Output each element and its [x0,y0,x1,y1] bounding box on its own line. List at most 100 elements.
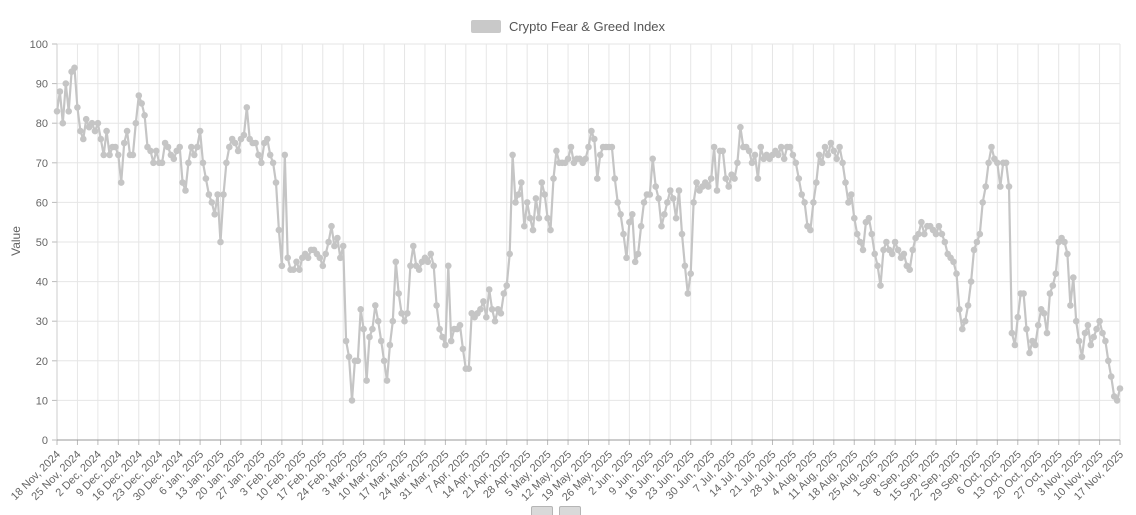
data-point-marker [53,108,61,115]
data-point-marker [196,127,204,135]
data-point-marker [521,222,528,230]
chart-legend[interactable]: Crypto Fear & Greed Index [0,19,1136,34]
y-tick-label: 30 [36,316,48,328]
data-point-marker [512,199,519,206]
data-point-marker [80,135,87,143]
data-point-marker [1052,270,1060,278]
data-point-marker [950,258,957,266]
data-point-marker [529,226,537,234]
data-point-marker [319,262,327,270]
data-point-marker [623,254,630,262]
data-point-marker [1084,321,1092,329]
data-point-marker [888,250,896,258]
data-point-marker [447,337,455,345]
data-point-marker [675,187,683,194]
data-point-marker [611,175,619,182]
data-point-marker [205,191,213,198]
data-point-marker [185,159,192,167]
data-point-marker [410,242,417,250]
data-point-marker [129,151,137,159]
data-point-marker [678,230,686,238]
data-point-marker [745,147,753,155]
data-point-marker [532,195,540,202]
data-point-marker [377,337,385,345]
data-point-marker [106,151,113,159]
data-point-marker [1046,290,1054,297]
data-point-marker [596,151,604,159]
data-point-marker [214,191,221,198]
data-point-marker [1040,310,1048,317]
data-point-marker [710,143,718,151]
data-point-marker [988,143,995,151]
data-point-marker [538,179,546,186]
data-point-marker [293,258,300,266]
y-tick-label: 40 [36,277,48,289]
data-point-marker [757,143,765,151]
data-point-marker [959,325,966,333]
data-point-marker [1008,329,1016,337]
data-point-marker [626,218,633,226]
data-point-marker [65,108,72,115]
data-point-marker [158,159,166,167]
data-point-marker [179,179,186,186]
data-point-marker [824,151,832,159]
data-point-marker [1113,397,1121,404]
data-point-marker [830,147,838,155]
data-point-marker [337,254,344,262]
data-point-marker [1061,238,1068,246]
data-point-marker [961,317,969,325]
data-point-marker [150,159,157,167]
data-point-marker [845,199,852,206]
data-point-marker [900,250,908,258]
data-point-marker [88,119,96,127]
data-point-marker [751,151,759,159]
data-point-marker [1043,329,1051,337]
data-point-marker [839,159,846,167]
cropped-button-icon[interactable] [559,506,581,515]
data-point-marker [818,159,826,167]
data-point-marker [515,191,522,198]
data-point-marker [932,230,940,238]
data-point-marker [985,159,992,167]
data-point-marker [856,238,864,246]
data-point-marker [649,155,656,163]
data-point-marker [135,92,143,99]
data-point-marker [1096,317,1103,325]
data-point-marker [553,147,560,155]
data-point-marker [500,290,508,297]
data-point-marker [433,302,440,309]
data-point-marker [637,222,645,230]
data-point-marker [208,199,216,206]
data-point-marker [342,337,350,345]
data-point-marker [115,151,122,159]
data-point-marker [281,151,289,159]
data-point-marker [91,127,99,135]
data-point-marker [407,262,414,270]
cropped-button-icon[interactable] [531,506,553,515]
data-point-marker [369,325,376,333]
cropped-bottom-control[interactable] [531,506,581,515]
data-point-marker [322,250,330,258]
data-point-marker [777,143,785,151]
legend-label: Crypto Fear & Greed Index [508,19,666,34]
data-point-marker [915,230,922,238]
data-point-marker [506,250,513,258]
data-point-marker [334,234,341,242]
y-tick-label: 80 [36,118,48,130]
data-point-marker [725,183,732,190]
data-point-marker [316,254,324,262]
data-point-marker [941,238,949,246]
data-point-marker [807,226,814,234]
data-point-marker [1034,321,1042,329]
data-point-marker [640,199,648,206]
data-point-marker [459,345,467,353]
data-point-marker [813,179,820,186]
data-point-marker [415,266,423,274]
data-point-marker [383,377,391,384]
data-point-marker [1067,302,1074,309]
data-point-marker [661,211,668,218]
data-point-marker [853,230,861,238]
data-point-marker [1087,341,1095,349]
data-point-marker [328,222,335,230]
data-point-marker [477,306,484,313]
